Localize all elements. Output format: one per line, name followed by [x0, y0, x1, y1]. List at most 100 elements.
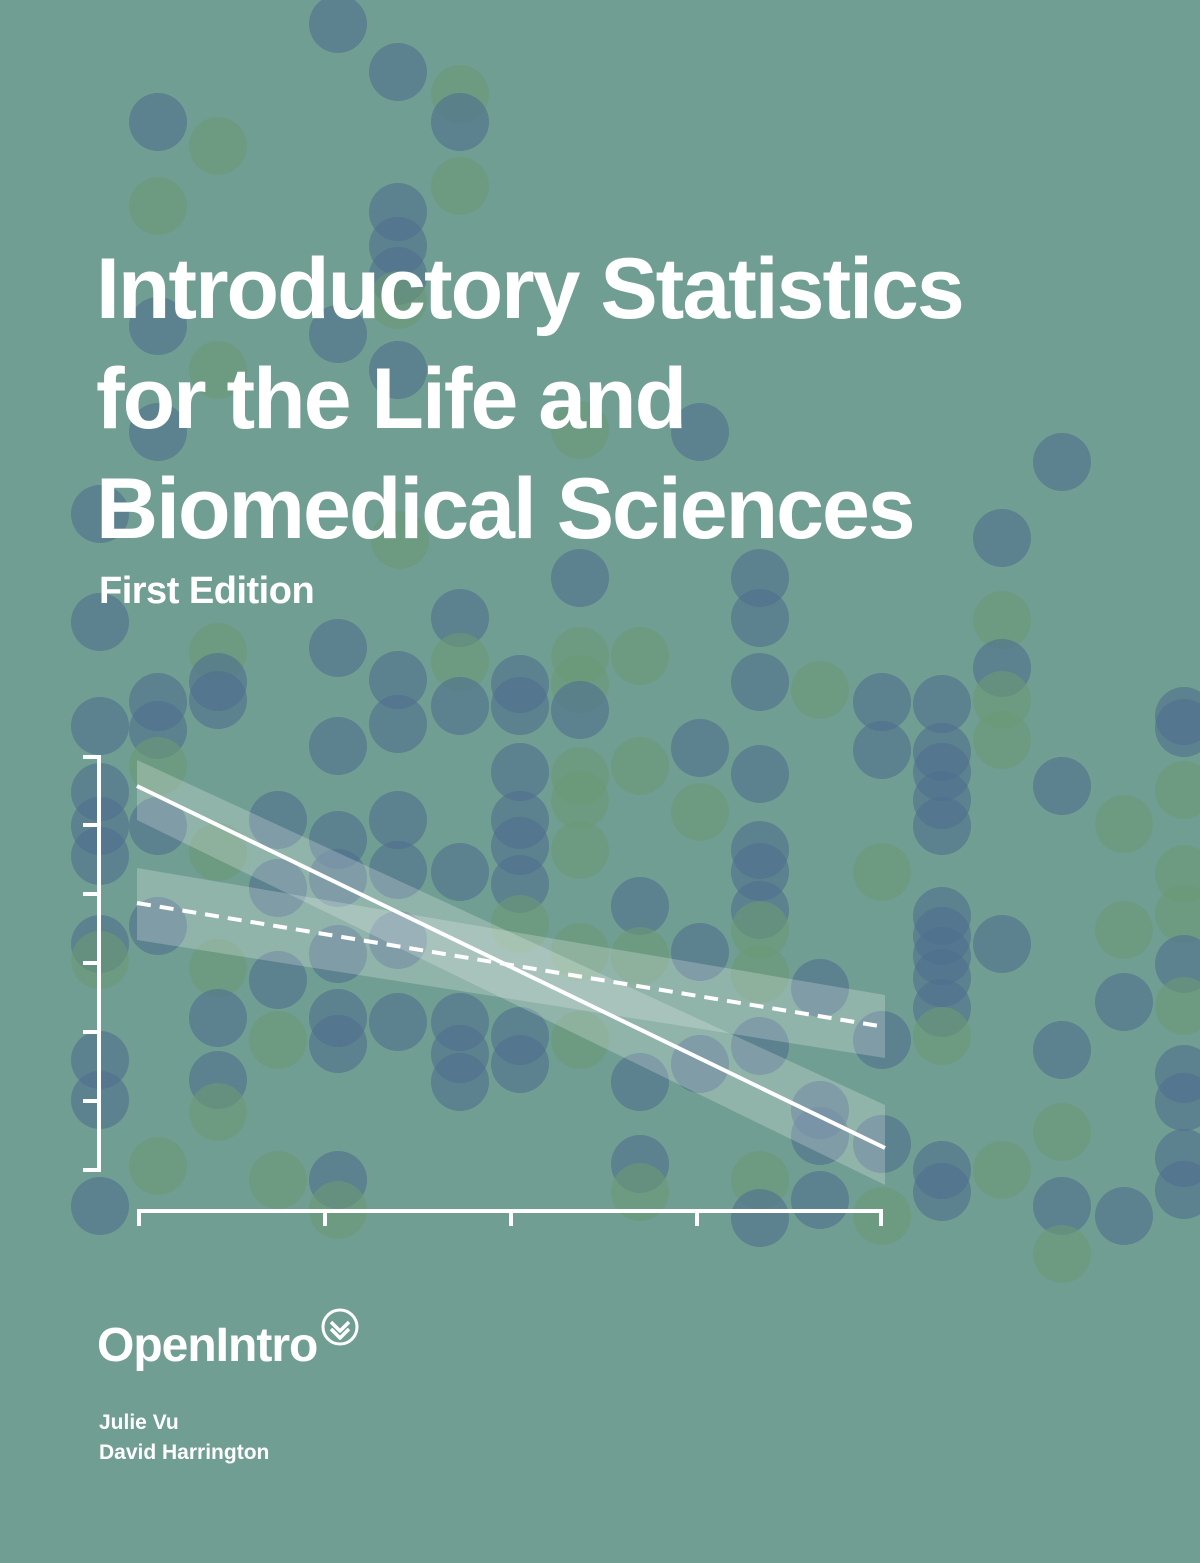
background-dot	[551, 681, 609, 739]
background-dot	[1033, 1103, 1091, 1161]
background-dot	[491, 677, 549, 735]
background-dot	[369, 341, 427, 399]
background-dot	[731, 1189, 789, 1247]
background-dot	[491, 1035, 549, 1093]
background-dot	[249, 1151, 307, 1209]
background-dot	[189, 989, 247, 1047]
background-dot	[129, 93, 187, 151]
background-dot	[551, 923, 609, 981]
background-dot	[1095, 1187, 1153, 1245]
background-dot	[369, 271, 427, 329]
regression-plot	[83, 755, 886, 1226]
title-line-2: for the Life and	[96, 351, 687, 447]
background-dot	[1033, 1225, 1091, 1283]
background-dot	[551, 401, 609, 459]
background-dot	[431, 843, 489, 901]
background-dot	[369, 791, 427, 849]
publisher-logo-text: OpenIntro	[97, 1319, 318, 1372]
background-dot	[369, 695, 427, 753]
background-dot	[1095, 973, 1153, 1031]
background-dot	[71, 593, 129, 651]
background-dot	[189, 671, 247, 729]
background-dot	[551, 771, 609, 829]
background-dot	[1033, 1021, 1091, 1079]
background-dot	[431, 589, 489, 647]
background-dot	[551, 549, 609, 607]
background-dot	[371, 511, 429, 569]
background-dot	[129, 1137, 187, 1195]
background-dot	[731, 745, 789, 803]
background-dot	[249, 1011, 307, 1069]
background-dot	[369, 993, 427, 1051]
background-dot	[1095, 795, 1153, 853]
background-dot	[189, 939, 247, 997]
background-dot	[671, 403, 729, 461]
title-line-3: Biomedical Sciences	[96, 461, 916, 557]
background-dot	[611, 1163, 669, 1221]
background-dot	[1033, 757, 1091, 815]
background-dot	[369, 651, 427, 709]
background-dot	[671, 783, 729, 841]
background-dot	[611, 737, 669, 795]
background-dot	[551, 1011, 609, 1069]
background-dot	[791, 661, 849, 719]
background-dot	[611, 927, 669, 985]
background-dot	[189, 823, 247, 881]
regression-line-dashed	[136, 901, 886, 1029]
background-dot	[1155, 699, 1200, 757]
background-dot	[731, 589, 789, 647]
background-dot	[129, 737, 187, 795]
background-dot	[913, 675, 971, 733]
background-dot	[1155, 885, 1200, 943]
background-dot	[309, 717, 367, 775]
background-dot	[309, 0, 367, 53]
background-dot	[973, 671, 1031, 729]
author-1: Julie Vu	[99, 1411, 179, 1434]
background-dot	[973, 1141, 1031, 1199]
background-dot	[71, 697, 129, 755]
chevron-down-circle-icon	[321, 1308, 359, 1346]
background-dot	[973, 711, 1031, 769]
background-dot	[731, 653, 789, 711]
authors: Julie Vu David Harrington	[99, 1408, 269, 1468]
background-dot	[129, 177, 187, 235]
background-dot	[431, 93, 489, 151]
background-dot	[369, 841, 427, 899]
background-dot	[1095, 901, 1153, 959]
background-dot	[671, 923, 729, 981]
background-dot	[309, 1015, 367, 1073]
background-dot	[129, 897, 187, 955]
author-2: David Harrington	[99, 1441, 270, 1464]
background-dot	[973, 915, 1031, 973]
background-dot	[731, 1017, 789, 1075]
book-title: Introductory Statistics for the Life and…	[96, 234, 1176, 564]
background-dot	[431, 633, 489, 691]
background-dot	[71, 485, 129, 543]
background-dot	[913, 1007, 971, 1065]
background-dot	[1155, 1161, 1200, 1219]
background-dot	[1155, 1073, 1200, 1131]
background-dot	[611, 877, 669, 935]
background-dot	[129, 403, 187, 461]
background-dot	[791, 1171, 849, 1229]
background-dot	[369, 911, 427, 969]
background-dot	[853, 843, 911, 901]
background-dot	[973, 509, 1031, 567]
background-dot	[611, 1053, 669, 1111]
background-dot	[129, 797, 187, 855]
background-dot	[913, 1163, 971, 1221]
background-dot	[249, 859, 307, 917]
background-dot	[71, 1177, 129, 1235]
background-dot	[491, 743, 549, 801]
background-dot	[551, 821, 609, 879]
background-dot	[671, 719, 729, 777]
background-dot	[189, 117, 247, 175]
background-dot	[189, 341, 247, 399]
background-dot	[611, 627, 669, 685]
background-dot	[913, 797, 971, 855]
background-dot	[1033, 433, 1091, 491]
background-dot	[731, 945, 789, 1003]
title-line-1: Introductory Statistics	[96, 241, 965, 337]
